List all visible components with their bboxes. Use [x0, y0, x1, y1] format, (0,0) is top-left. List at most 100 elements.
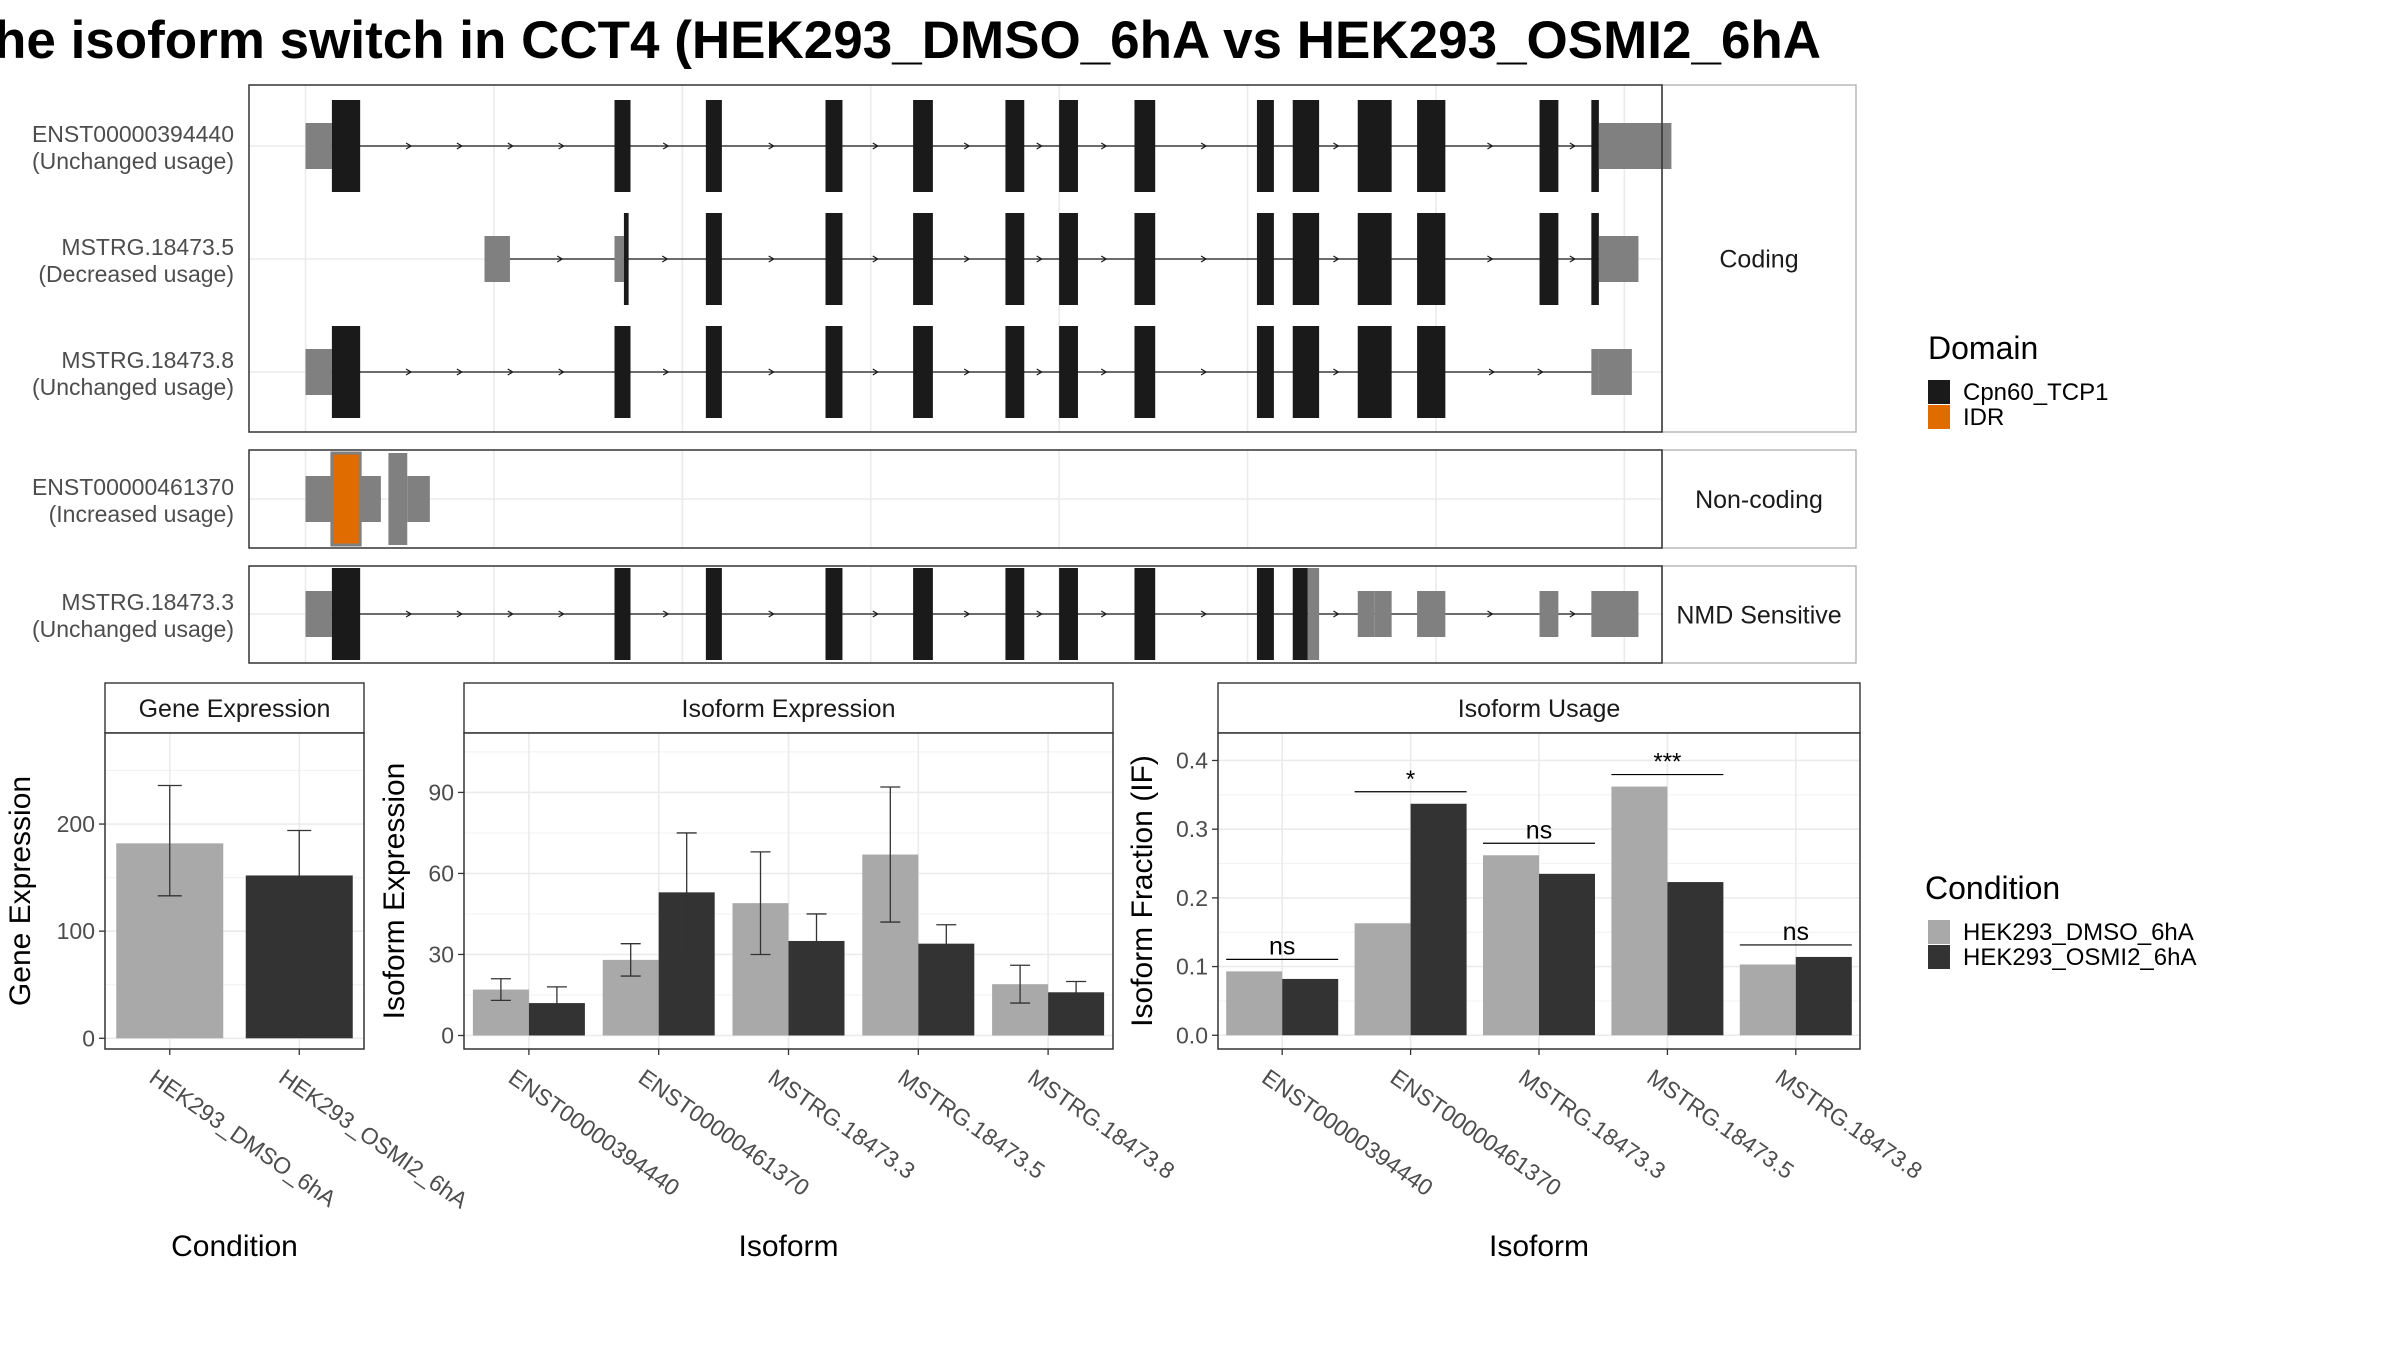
- intron-direction-arrow: [1333, 142, 1340, 150]
- coding-exon-cpn60-domain: [1005, 326, 1025, 418]
- intron-direction-arrow: [963, 255, 971, 263]
- coding-exon-cpn60-domain: [913, 213, 933, 305]
- coding-exon-cpn60-domain: [1134, 213, 1156, 305]
- condition-legend-swatch: [1928, 945, 1950, 969]
- y-tick-label: 0.3: [1176, 816, 1208, 842]
- coding-exon-cpn60-domain: [1357, 326, 1392, 418]
- coding-exon-cpn60-domain: [1357, 213, 1392, 305]
- bar: [1483, 855, 1539, 1036]
- intron-direction-arrow: [558, 610, 565, 618]
- y-tick-label: 0: [441, 1022, 454, 1048]
- coding-exon-cpn60-domain: [705, 213, 722, 305]
- coding-exon-cpn60-domain: [1539, 213, 1559, 305]
- coding-exon-cpn60-domain: [614, 568, 631, 660]
- panel-strip-label: Isoform Expression: [682, 695, 896, 723]
- y-tick-label: 90: [428, 779, 454, 805]
- x-axis-title: Condition: [171, 1230, 298, 1263]
- intron-direction-arrow: [1487, 142, 1494, 150]
- coding-exon-cpn60-domain: [705, 100, 722, 192]
- untranslated-exon: [305, 123, 332, 169]
- intron-direction-arrow: [1200, 610, 1208, 618]
- coding-exon-cpn60-domain: [1292, 568, 1308, 660]
- panel-strip-label: Isoform Usage: [1458, 695, 1621, 723]
- coding-exon-cpn60-domain: [1417, 100, 1446, 192]
- significance-label: *: [1406, 766, 1415, 793]
- intron-direction-arrow: [662, 610, 670, 618]
- coding-exon-cpn60-domain: [1591, 213, 1599, 305]
- bar: [1354, 923, 1411, 1036]
- coding-exon-cpn60-domain: [1292, 100, 1320, 192]
- plot-border: [104, 732, 365, 1050]
- intron-direction-arrow: [456, 368, 464, 376]
- coding-exon-cpn60-domain: [1005, 213, 1025, 305]
- transcript-id-label: MSTRG.18473.8: [61, 347, 234, 373]
- y-axis-title: Isoform Fraction (IF): [1126, 755, 1159, 1027]
- bar: [1795, 956, 1852, 1036]
- intron-direction-arrow: [1036, 368, 1043, 376]
- condition-legend-label: HEK293_OSMI2_6hA: [1963, 944, 2196, 971]
- intron-direction-arrow: [405, 610, 413, 618]
- transcript-usage-label: (Decreased usage): [38, 261, 234, 287]
- intron-direction-arrow: [456, 142, 464, 150]
- structure-panel-border: [248, 84, 1663, 433]
- bar: [1410, 803, 1467, 1036]
- transcript-id-label: ENST00000461370: [32, 474, 234, 500]
- untranslated-exon: [484, 236, 510, 282]
- coding-exon-cpn60-domain: [614, 100, 631, 192]
- panel-strip: [1217, 682, 1861, 734]
- untranslated-exon: [1598, 349, 1632, 395]
- structure-group-strip: [1661, 84, 1857, 433]
- coding-exon-cpn60-domain: [331, 100, 361, 192]
- x-axis-title: Isoform: [1489, 1230, 1589, 1263]
- coding-exon-cpn60-domain: [705, 568, 722, 660]
- untranslated-exon: [614, 236, 624, 282]
- significance-label: ns: [1783, 918, 1809, 946]
- coding-exon-cpn60-domain: [913, 326, 933, 418]
- intron-direction-arrow: [1487, 610, 1494, 618]
- y-axis-title: Isoform Expression: [378, 763, 411, 1020]
- y-tick-label: 0.0: [1176, 1022, 1208, 1048]
- bar: [1611, 786, 1668, 1036]
- significance-label: ns: [1526, 816, 1552, 844]
- untranslated-exon: [1591, 591, 1639, 637]
- intron-direction-arrow: [1100, 368, 1108, 376]
- structure-panel-border: [248, 449, 1663, 549]
- domain-legend-title: Domain: [1928, 330, 2038, 366]
- coding-exon-cpn60-domain: [1539, 100, 1559, 192]
- intron-direction-arrow: [872, 610, 879, 618]
- coding-exon-cpn60-domain: [1357, 100, 1392, 192]
- structure-group-label: NMD Sensitive: [1676, 602, 1841, 630]
- intron-direction-arrow: [963, 368, 971, 376]
- intron-direction-arrow: [1569, 255, 1577, 263]
- coding-exon-cpn60-domain: [913, 568, 933, 660]
- intron-direction-arrow: [1487, 255, 1494, 263]
- coding-exon-cpn60-domain: [913, 100, 933, 192]
- intron-direction-arrow: [768, 255, 775, 263]
- untranslated-exon: [1598, 123, 1672, 169]
- untranslated-exon: [1307, 568, 1320, 660]
- coding-exon-cpn60-domain: [1292, 213, 1320, 305]
- untranslated-exon: [305, 476, 332, 522]
- structure-group-label: Non-coding: [1695, 486, 1823, 514]
- y-tick-label: 30: [428, 941, 454, 967]
- intron-direction-arrow: [1100, 610, 1108, 618]
- coding-exon-cpn60-domain: [1059, 326, 1078, 418]
- exon-idr-domain: [331, 453, 361, 545]
- untranslated-exon: [1598, 236, 1639, 282]
- transcript-id-label: MSTRG.18473.5: [61, 234, 234, 260]
- untranslated-exon: [1417, 591, 1446, 637]
- intron-direction-arrow: [558, 368, 565, 376]
- domain-legend-swatch: [1928, 405, 1950, 429]
- bar: [1226, 971, 1283, 1036]
- untranslated-exon: [360, 476, 381, 522]
- condition-legend-title: Condition: [1925, 870, 2060, 906]
- transcript-usage-label: (Unchanged usage): [32, 374, 234, 400]
- intron-direction-arrow: [1200, 255, 1208, 263]
- intron-direction-arrow: [662, 142, 670, 150]
- coding-exon-cpn60-domain: [1059, 568, 1078, 660]
- intron-direction-arrow: [1100, 255, 1108, 263]
- panel-strip: [463, 682, 1114, 734]
- intron-direction-arrow: [1488, 368, 1496, 376]
